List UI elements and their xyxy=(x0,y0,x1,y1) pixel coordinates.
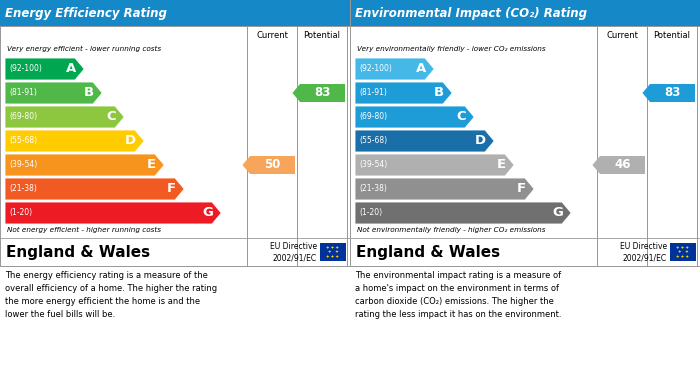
Text: 50: 50 xyxy=(265,158,281,172)
Bar xyxy=(0,26,350,266)
Text: A: A xyxy=(66,63,76,75)
Bar xyxy=(350,238,700,266)
Text: Very energy efficient - lower running costs: Very energy efficient - lower running co… xyxy=(7,46,161,52)
Text: ✦ ✦ ✦
✦   ✦
✦ ✦ ✦: ✦ ✦ ✦ ✦ ✦ ✦ ✦ ✦ xyxy=(326,246,340,258)
Text: (69-80): (69-80) xyxy=(359,113,387,122)
Text: D: D xyxy=(475,135,486,147)
Text: F: F xyxy=(167,183,176,196)
Bar xyxy=(697,26,698,266)
Polygon shape xyxy=(355,130,494,152)
Bar xyxy=(0,26,350,44)
Text: (69-80): (69-80) xyxy=(9,113,37,122)
Text: Current: Current xyxy=(256,30,288,39)
Polygon shape xyxy=(592,156,645,174)
Polygon shape xyxy=(5,130,144,152)
Text: (81-91): (81-91) xyxy=(359,88,387,97)
Polygon shape xyxy=(5,106,124,128)
Bar xyxy=(0,0,350,26)
Text: G: G xyxy=(202,206,213,219)
Text: Potential: Potential xyxy=(304,30,340,39)
Text: (92-100): (92-100) xyxy=(9,65,42,74)
Text: E: E xyxy=(147,158,156,172)
Bar xyxy=(0,44,350,238)
Bar xyxy=(320,243,346,261)
Text: England & Wales: England & Wales xyxy=(356,244,500,260)
Text: (81-91): (81-91) xyxy=(9,88,37,97)
Text: England & Wales: England & Wales xyxy=(6,244,150,260)
Text: (21-38): (21-38) xyxy=(359,185,387,194)
Polygon shape xyxy=(643,84,695,102)
Text: Energy Efficiency Rating: Energy Efficiency Rating xyxy=(5,7,167,20)
Text: (1-20): (1-20) xyxy=(9,208,32,217)
Text: Environmental Impact (CO₂) Rating: Environmental Impact (CO₂) Rating xyxy=(355,7,587,20)
Text: (1-20): (1-20) xyxy=(359,208,382,217)
Text: Not energy efficient - higher running costs: Not energy efficient - higher running co… xyxy=(7,227,161,233)
Bar xyxy=(350,0,351,266)
Text: C: C xyxy=(106,111,116,124)
Text: Potential: Potential xyxy=(654,30,690,39)
Bar xyxy=(597,26,598,266)
Text: (39-54): (39-54) xyxy=(359,160,387,170)
Bar xyxy=(350,26,700,44)
Text: 46: 46 xyxy=(615,158,631,172)
Text: (39-54): (39-54) xyxy=(9,160,37,170)
Bar xyxy=(347,26,348,266)
Bar xyxy=(350,26,700,266)
Polygon shape xyxy=(5,82,102,104)
Polygon shape xyxy=(242,156,295,174)
Text: C: C xyxy=(456,111,466,124)
Text: G: G xyxy=(552,206,563,219)
Text: (21-38): (21-38) xyxy=(9,185,37,194)
Polygon shape xyxy=(5,202,221,224)
Text: ✦ ✦ ✦
✦   ✦
✦ ✦ ✦: ✦ ✦ ✦ ✦ ✦ ✦ ✦ ✦ xyxy=(676,246,690,258)
Text: The energy efficiency rating is a measure of the
overall efficiency of a home. T: The energy efficiency rating is a measur… xyxy=(5,271,217,319)
Polygon shape xyxy=(5,178,184,200)
Text: Very environmentally friendly - lower CO₂ emissions: Very environmentally friendly - lower CO… xyxy=(357,46,545,52)
Text: A: A xyxy=(416,63,426,75)
Polygon shape xyxy=(355,154,514,176)
Text: EU Directive
2002/91/EC: EU Directive 2002/91/EC xyxy=(270,242,317,262)
Text: D: D xyxy=(125,135,136,147)
Bar xyxy=(647,26,648,266)
Polygon shape xyxy=(355,106,474,128)
Text: (55-68): (55-68) xyxy=(359,136,387,145)
Text: 83: 83 xyxy=(664,86,680,99)
Text: Current: Current xyxy=(606,30,638,39)
Text: EU Directive
2002/91/EC: EU Directive 2002/91/EC xyxy=(620,242,667,262)
Text: (92-100): (92-100) xyxy=(359,65,392,74)
Text: B: B xyxy=(84,86,94,99)
Text: (55-68): (55-68) xyxy=(9,136,37,145)
Text: 83: 83 xyxy=(314,86,330,99)
Polygon shape xyxy=(293,84,345,102)
Polygon shape xyxy=(355,82,452,104)
Text: B: B xyxy=(434,86,444,99)
Polygon shape xyxy=(355,178,534,200)
Bar xyxy=(350,0,700,26)
Text: F: F xyxy=(517,183,526,196)
Bar xyxy=(350,44,700,238)
Text: E: E xyxy=(497,158,506,172)
Polygon shape xyxy=(355,202,571,224)
Bar xyxy=(670,243,696,261)
Polygon shape xyxy=(5,154,164,176)
Bar xyxy=(0,238,350,266)
Text: Not environmentally friendly - higher CO₂ emissions: Not environmentally friendly - higher CO… xyxy=(357,227,545,233)
Bar xyxy=(297,26,298,266)
Polygon shape xyxy=(355,58,434,80)
Text: The environmental impact rating is a measure of
a home's impact on the environme: The environmental impact rating is a mea… xyxy=(355,271,561,319)
Bar xyxy=(0,26,700,27)
Polygon shape xyxy=(5,58,84,80)
